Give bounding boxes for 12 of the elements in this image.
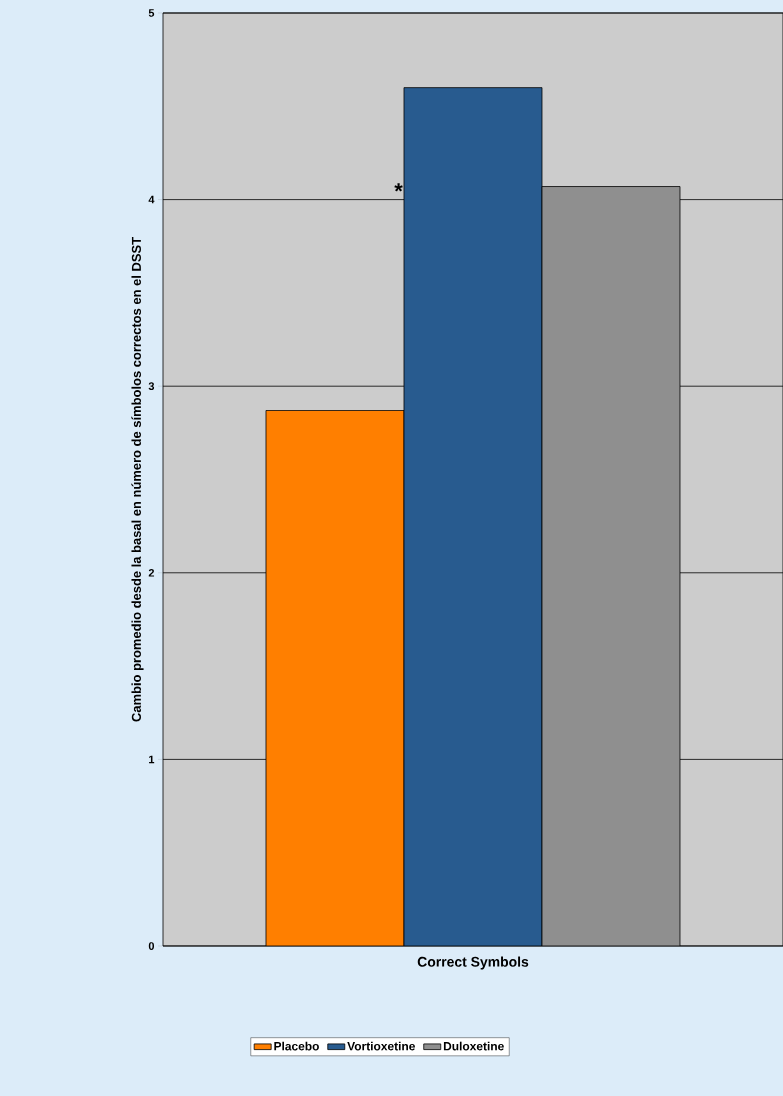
annotation: * [394, 183, 403, 192]
y-tick-label: 3 [148, 382, 154, 391]
legend-label: Vortioxetine [347, 1041, 415, 1051]
y-axis-title: Cambio promedio desde la basal en número de símbolos correctos en el DSST [131, 237, 144, 722]
y-tick-label: 5 [148, 9, 154, 17]
legend-label: Placebo [274, 1041, 319, 1051]
legend-label: Duloxetine [443, 1041, 504, 1051]
y-tick-label: 2 [148, 568, 154, 577]
y-tick-label: 1 [148, 755, 154, 764]
y-tick-label: 0 [148, 942, 154, 950]
y-tick-label: 4 [148, 195, 155, 204]
x-tick-label: Correct Symbols [417, 956, 529, 970]
